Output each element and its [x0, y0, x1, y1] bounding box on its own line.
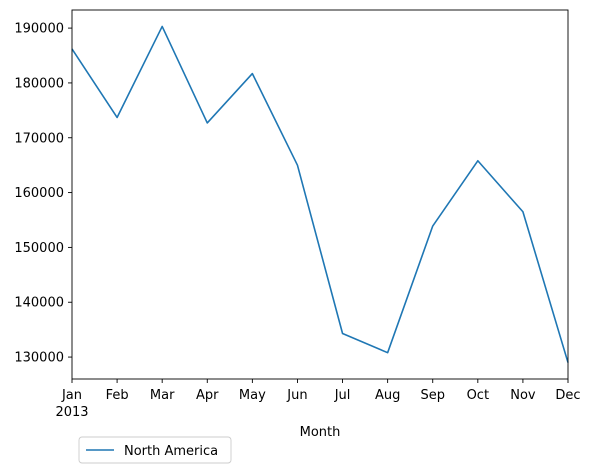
- legend-box: [78, 436, 232, 464]
- y-tick-label: 150000: [14, 241, 64, 256]
- legend-label-north-america: North America: [124, 444, 218, 459]
- x-axis-ticks: Jan Feb Mar Apr May Jun Jul Aug Sep Oct Nov Dec: [61, 379, 581, 403]
- x-tick-label: Jan: [61, 388, 82, 403]
- y-tick-label: 140000: [14, 296, 64, 311]
- x-axis-year-label: 2013: [55, 405, 88, 420]
- x-tick-label: Jul: [334, 388, 351, 403]
- x-tick-label: Mar: [150, 388, 175, 403]
- x-tick-label: Nov: [510, 388, 536, 403]
- x-tick-label: May: [239, 388, 266, 403]
- y-tick-label: 130000: [14, 351, 64, 366]
- y-tick-label: 160000: [14, 186, 64, 201]
- x-tick-label: Oct: [467, 388, 489, 403]
- plot-area: [72, 10, 568, 379]
- y-tick-label: 190000: [14, 22, 64, 37]
- x-tick-label: Apr: [196, 388, 219, 403]
- x-tick-label: Aug: [375, 388, 400, 403]
- y-tick-label: 170000: [14, 131, 64, 146]
- plot-frame: [71, 9, 569, 380]
- x-tick-label: Jun: [286, 388, 307, 403]
- x-tick-label: Dec: [555, 388, 580, 403]
- x-tick-label: Feb: [106, 388, 129, 403]
- y-axis-ticks: 130000 140000 150000 160000 170000 180000 1900…: [14, 22, 72, 366]
- y-tick-label: 180000: [14, 76, 64, 91]
- series-line-north-america: [71, 25, 569, 363]
- legend: North America: [78, 436, 232, 464]
- x-tick-label: Sep: [420, 388, 445, 403]
- x-axis-title: Month: [300, 425, 341, 440]
